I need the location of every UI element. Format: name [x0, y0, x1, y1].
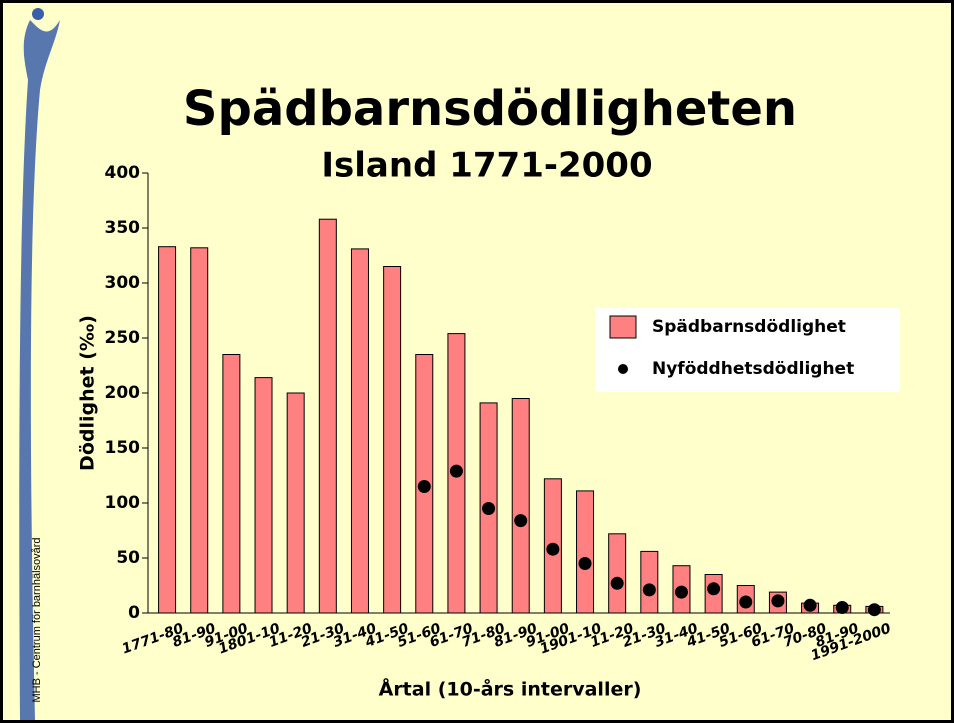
bar — [350, 248, 369, 614]
dot — [803, 598, 817, 612]
legend-swatch — [618, 364, 628, 374]
bar — [222, 354, 241, 614]
y-tick-label: 150 — [105, 438, 141, 458]
bar — [383, 266, 402, 614]
legend — [595, 308, 900, 392]
y-tick-label: 250 — [105, 328, 141, 348]
y-tick-label: 300 — [105, 273, 141, 293]
dot — [482, 502, 496, 515]
dot — [610, 576, 624, 590]
dot — [514, 514, 528, 528]
bar — [254, 377, 273, 614]
dot — [867, 603, 881, 617]
dot — [835, 601, 849, 614]
bar — [286, 392, 305, 614]
logo-dot — [32, 8, 44, 20]
chart-subtitle: Island 1771-2000 — [321, 146, 652, 186]
y-axis-label: Dödlighet (‰) — [77, 315, 99, 471]
bar — [608, 533, 627, 614]
dot — [578, 557, 592, 570]
bar — [158, 246, 177, 614]
bar — [511, 398, 530, 614]
dot — [674, 585, 688, 599]
dot — [546, 542, 560, 556]
y-tick-label: 0 — [128, 603, 140, 623]
y-tick-label: 50 — [116, 548, 140, 568]
y-tick-label: 400 — [105, 163, 141, 183]
logo — [19, 20, 60, 720]
legend-swatch — [609, 315, 637, 339]
bar — [640, 550, 659, 614]
side-text: MHB - Centrum för barnhälsovård — [31, 537, 43, 702]
bar — [190, 247, 209, 614]
legend-label: Spädbarnsdödlighet — [652, 317, 846, 337]
dot — [642, 583, 656, 597]
y-tick-label: 100 — [105, 493, 141, 513]
y-tick-label: 350 — [105, 218, 141, 238]
dot — [739, 595, 753, 609]
x-axis-label: Årtal (10-års intervaller) — [379, 677, 642, 701]
bar — [318, 218, 337, 614]
dot — [771, 594, 785, 608]
legend-label: Nyföddhetsdödlighet — [652, 359, 854, 379]
dot — [707, 582, 721, 596]
dot — [417, 480, 431, 493]
chart-title: Spädbarnsdödligheten — [183, 81, 797, 137]
y-tick-label: 200 — [105, 383, 141, 403]
bar — [576, 490, 595, 614]
dot — [449, 464, 463, 478]
